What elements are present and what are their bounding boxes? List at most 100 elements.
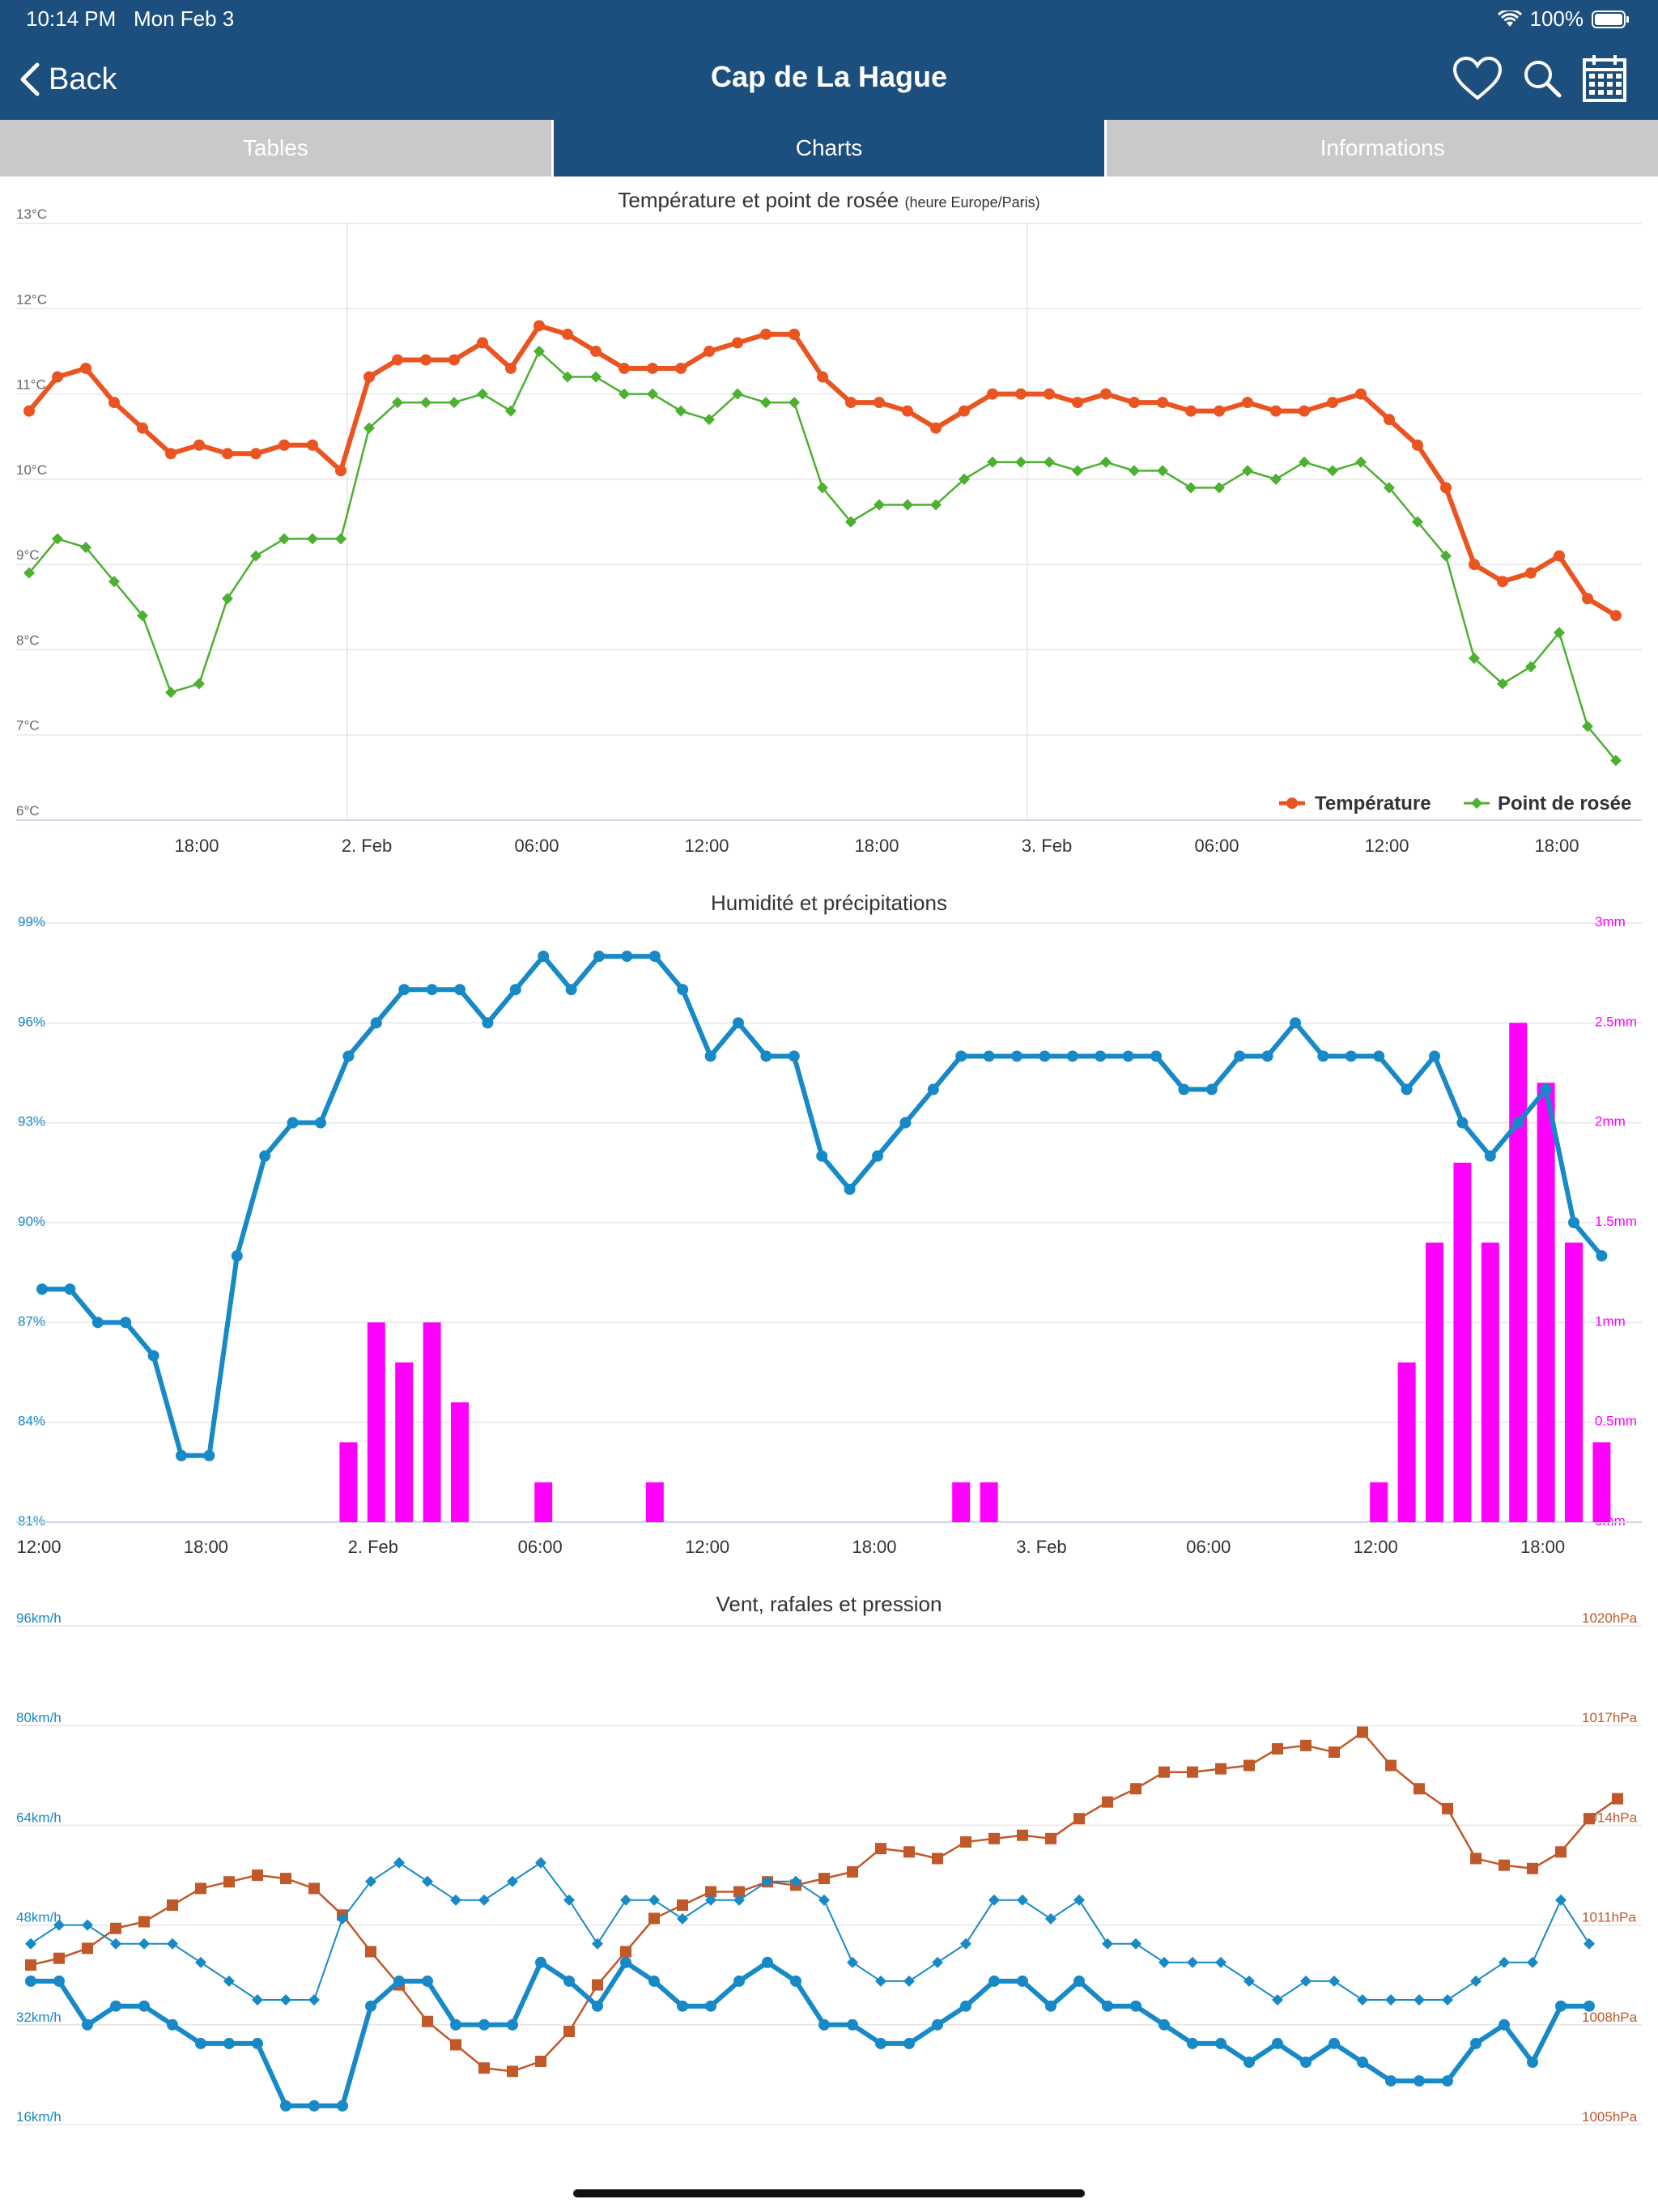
tab-bar: Tables Charts Informations	[0, 120, 1658, 177]
data-point	[507, 2018, 518, 2031]
data-point	[535, 1857, 546, 1869]
status-time: 10:14 PM Mon Feb 3	[26, 6, 234, 32]
data-point	[1073, 1813, 1085, 1825]
data-point	[677, 1899, 688, 1911]
data-point	[647, 388, 658, 400]
tab-informations[interactable]: Informations	[1104, 120, 1658, 177]
data-point	[535, 1956, 546, 1968]
data-point	[1095, 1050, 1107, 1062]
data-point	[1017, 1829, 1028, 1841]
data-point	[315, 1117, 326, 1129]
data-point	[195, 2037, 206, 2049]
data-point	[705, 2000, 716, 2012]
data-point	[1299, 456, 1310, 468]
data-point	[91, 1317, 104, 1329]
data-point	[1345, 1050, 1357, 1062]
back-button[interactable]: Back	[18, 58, 117, 100]
series-line	[30, 1861, 1590, 2001]
data-point	[82, 1919, 93, 1931]
data-point	[733, 1975, 745, 1987]
data-point	[36, 1283, 48, 1295]
data-point	[223, 2037, 235, 2049]
tab-charts[interactable]: Charts	[551, 120, 1105, 177]
data-point	[223, 1876, 235, 1888]
data-point	[1185, 482, 1197, 494]
data-point	[1299, 405, 1310, 417]
y-tick-label: 6°C	[16, 803, 40, 819]
data-point	[222, 593, 233, 605]
precip-bar	[395, 1362, 414, 1522]
data-point	[1100, 388, 1112, 400]
x-tick-label: 2. Feb	[348, 1537, 398, 1557]
calendar-icon[interactable]	[1582, 53, 1627, 104]
data-point	[592, 1938, 603, 1950]
data-point	[1555, 1846, 1567, 1858]
data-point	[675, 362, 687, 374]
data-point	[1157, 465, 1168, 477]
tab-tables[interactable]: Tables	[0, 120, 551, 177]
x-tick-label: 12:00	[684, 836, 729, 856]
y-tick-label: 96km/h	[16, 1610, 62, 1626]
y-tick-label: 32km/h	[16, 2010, 62, 2025]
data-point	[620, 1946, 631, 1958]
back-label: Back	[49, 62, 117, 96]
data-point	[1044, 456, 1055, 468]
data-point	[704, 345, 715, 357]
data-point	[1469, 559, 1480, 571]
data-point	[120, 1317, 132, 1329]
precip-bar	[1397, 1362, 1416, 1522]
data-point	[1527, 1862, 1538, 1874]
data-point	[1412, 439, 1423, 451]
data-point	[538, 951, 550, 963]
data-point	[847, 2018, 858, 2031]
data-point	[704, 1050, 716, 1062]
heart-icon[interactable]	[1452, 56, 1503, 101]
battery-percent: 100%	[1529, 6, 1584, 31]
data-point	[52, 533, 63, 545]
data-point	[563, 1975, 575, 1987]
data-point	[1215, 2037, 1226, 2049]
data-point	[932, 1853, 943, 1865]
data-point	[1244, 2057, 1255, 2068]
data-point	[108, 576, 120, 588]
y-tick-label-right: 1011hPa	[1582, 1910, 1636, 1925]
data-point	[25, 1975, 36, 1987]
data-point	[874, 499, 885, 511]
data-point	[1272, 1994, 1283, 2006]
data-point	[278, 439, 290, 451]
data-point	[563, 1894, 575, 1906]
data-point	[960, 1836, 971, 1848]
data-point	[619, 388, 630, 400]
data-point	[1214, 405, 1225, 417]
search-icon[interactable]	[1522, 58, 1562, 99]
data-point	[705, 1894, 716, 1906]
data-point	[789, 328, 800, 340]
data-point	[1442, 2075, 1453, 2087]
data-point	[1011, 1050, 1022, 1062]
battery-icon	[1592, 10, 1629, 28]
temperature-chart-legend: Température Point de rosée	[1279, 793, 1631, 815]
x-tick-label: 2. Feb	[342, 836, 392, 856]
data-point	[872, 1150, 883, 1162]
data-point	[1554, 550, 1565, 562]
data-point	[903, 2037, 915, 2049]
data-point	[193, 439, 205, 451]
y-tick-label-right: 0.5mm	[1595, 1414, 1637, 1429]
x-tick-label: 06:00	[514, 836, 559, 856]
data-point	[902, 405, 913, 417]
page-title: Cap de La Hague	[710, 60, 948, 93]
data-point	[195, 1956, 206, 1968]
data-point	[1327, 465, 1338, 477]
x-tick-label: 18:00	[184, 1537, 228, 1557]
data-point	[110, 1938, 121, 1950]
series-line	[42, 954, 1604, 1458]
data-point	[733, 1017, 744, 1029]
x-tick-label: 12:00	[685, 1537, 729, 1557]
data-point	[507, 1875, 518, 1887]
precip-bar	[1370, 1482, 1388, 1522]
data-point	[1234, 1050, 1246, 1062]
data-point	[1440, 482, 1452, 494]
precip-bar	[1565, 1242, 1583, 1522]
data-point	[1017, 1894, 1028, 1906]
data-point	[899, 1117, 912, 1129]
